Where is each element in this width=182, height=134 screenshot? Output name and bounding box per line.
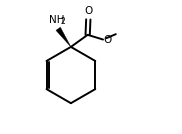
- Text: O: O: [104, 35, 112, 45]
- Text: O: O: [84, 6, 92, 16]
- Text: 2: 2: [60, 17, 65, 26]
- Polygon shape: [56, 27, 71, 47]
- Text: NH: NH: [49, 15, 65, 25]
